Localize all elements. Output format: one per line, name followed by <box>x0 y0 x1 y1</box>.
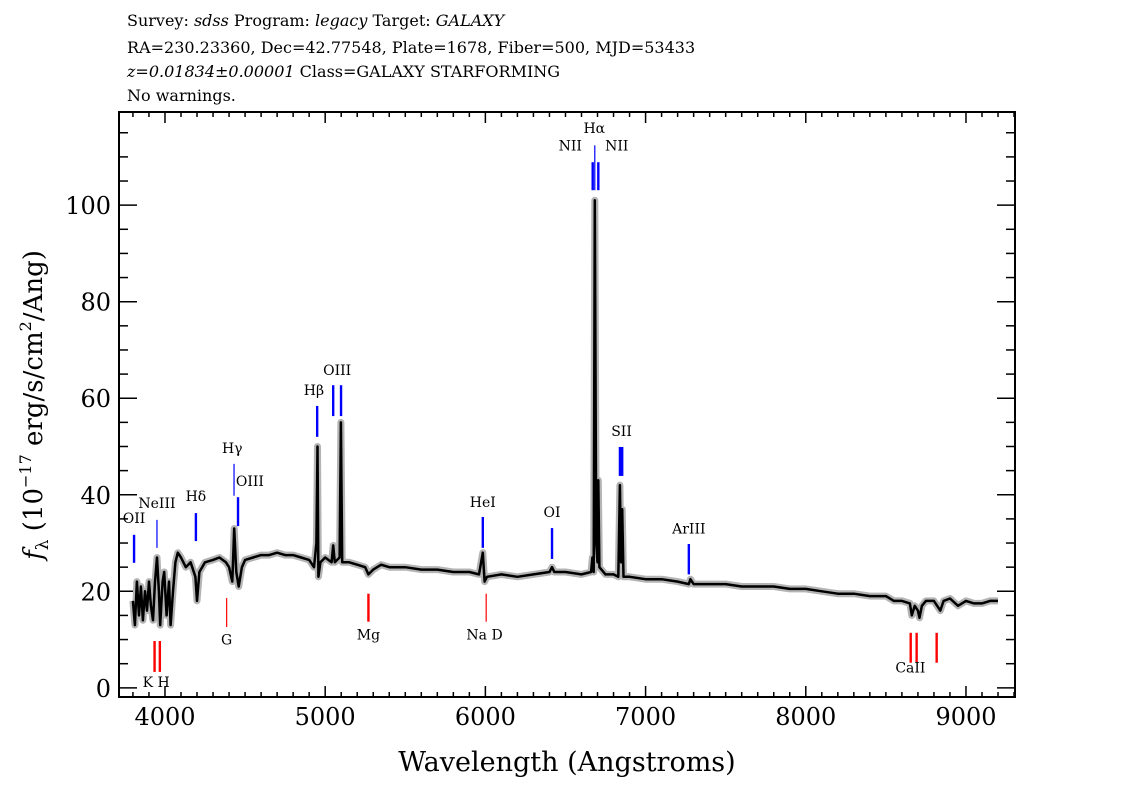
line-label: HeI <box>470 495 496 511</box>
program-label: Program: <box>228 11 316 30</box>
y-tick-label: 40 <box>80 482 111 510</box>
header-line-2: RA=230.23360, Dec=42.77548, Plate=1678, … <box>127 38 696 57</box>
line-label: ArIII <box>671 521 705 537</box>
x-tick-label: 4000 <box>134 703 195 731</box>
y-tick-label: 80 <box>80 289 111 317</box>
class: Class=GALAXY STARFORMING <box>294 62 561 81</box>
redshift: z=0.01834±0.00001 <box>127 62 295 81</box>
line-label: Hα <box>583 121 605 137</box>
x-axis-label: Wavelength (Angstroms) <box>398 747 735 778</box>
y-tick-label: 20 <box>80 578 111 606</box>
line-label: OI <box>544 505 561 521</box>
x-tick-label: 7000 <box>615 703 676 731</box>
target-value: GALAXY <box>435 11 505 30</box>
header-line-4: No warnings. <box>127 86 236 105</box>
line-label: CaII <box>895 660 925 676</box>
line-label: Na D <box>466 628 502 644</box>
y-tick-label: 0 <box>96 675 111 703</box>
header-line-3: z=0.01834±0.00001 Class=GALAXY STARFORMI… <box>127 61 560 83</box>
line-label: Hβ <box>304 383 324 399</box>
x-tick-label: 5000 <box>295 703 356 731</box>
line-label: SII <box>611 424 632 440</box>
y-tick-label: 100 <box>65 192 111 220</box>
line-label: K H <box>143 675 170 691</box>
x-tick-label: 8000 <box>775 703 836 731</box>
x-tick-label: 9000 <box>935 703 996 731</box>
spectrum-line <box>131 199 998 627</box>
line-label: OIII <box>323 363 351 379</box>
line-label: OII <box>123 511 146 527</box>
line-label: G <box>221 632 232 648</box>
spectrum <box>129 196 998 629</box>
error-band <box>129 196 998 629</box>
program-value: legacy <box>315 11 368 30</box>
survey-label: Survey: <box>127 11 194 30</box>
line-label: Hδ <box>186 489 207 505</box>
survey-value: sdss <box>193 11 229 30</box>
line-label: NII <box>559 139 582 155</box>
y-axis-label: fλ (10−17 erg/s/cm2/Ang) <box>16 250 53 562</box>
line-label: Mg <box>357 628 380 644</box>
axis-ticks: 4000 5000 6000 7000 8000 9000 0 20 40 60 80 100 <box>65 112 1015 731</box>
line-label: OIII <box>236 474 264 490</box>
target-label: Target: <box>367 11 436 30</box>
line-label: NII <box>605 139 628 155</box>
header-line-1: Survey: sdss Program: legacy Target: GAL… <box>127 10 504 32</box>
line-label: Hγ <box>222 441 243 457</box>
y-tick-label: 60 <box>80 385 111 413</box>
plot-frame <box>118 111 1016 698</box>
x-tick-label: 6000 <box>455 703 516 731</box>
line-label: NeIII <box>138 496 175 512</box>
